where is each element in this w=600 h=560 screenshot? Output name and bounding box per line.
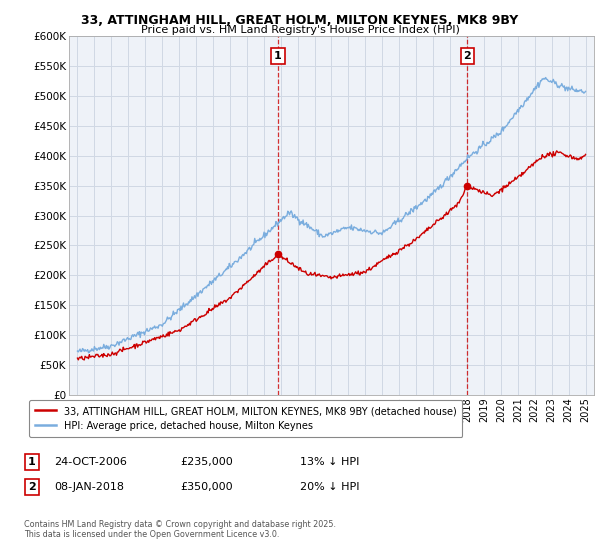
Text: 1: 1	[274, 51, 281, 60]
Text: 2: 2	[464, 51, 472, 60]
Text: 2: 2	[28, 482, 35, 492]
Text: £235,000: £235,000	[180, 457, 233, 467]
Text: 24-OCT-2006: 24-OCT-2006	[54, 457, 127, 467]
Text: 08-JAN-2018: 08-JAN-2018	[54, 482, 124, 492]
Text: Price paid vs. HM Land Registry's House Price Index (HPI): Price paid vs. HM Land Registry's House …	[140, 25, 460, 35]
Text: Contains HM Land Registry data © Crown copyright and database right 2025.
This d: Contains HM Land Registry data © Crown c…	[24, 520, 336, 539]
Text: £350,000: £350,000	[180, 482, 233, 492]
Legend: 33, ATTINGHAM HILL, GREAT HOLM, MILTON KEYNES, MK8 9BY (detached house), HPI: Av: 33, ATTINGHAM HILL, GREAT HOLM, MILTON K…	[29, 400, 463, 437]
Text: 1: 1	[28, 457, 35, 467]
Text: 33, ATTINGHAM HILL, GREAT HOLM, MILTON KEYNES, MK8 9BY: 33, ATTINGHAM HILL, GREAT HOLM, MILTON K…	[82, 14, 518, 27]
Text: 13% ↓ HPI: 13% ↓ HPI	[300, 457, 359, 467]
Text: 20% ↓ HPI: 20% ↓ HPI	[300, 482, 359, 492]
